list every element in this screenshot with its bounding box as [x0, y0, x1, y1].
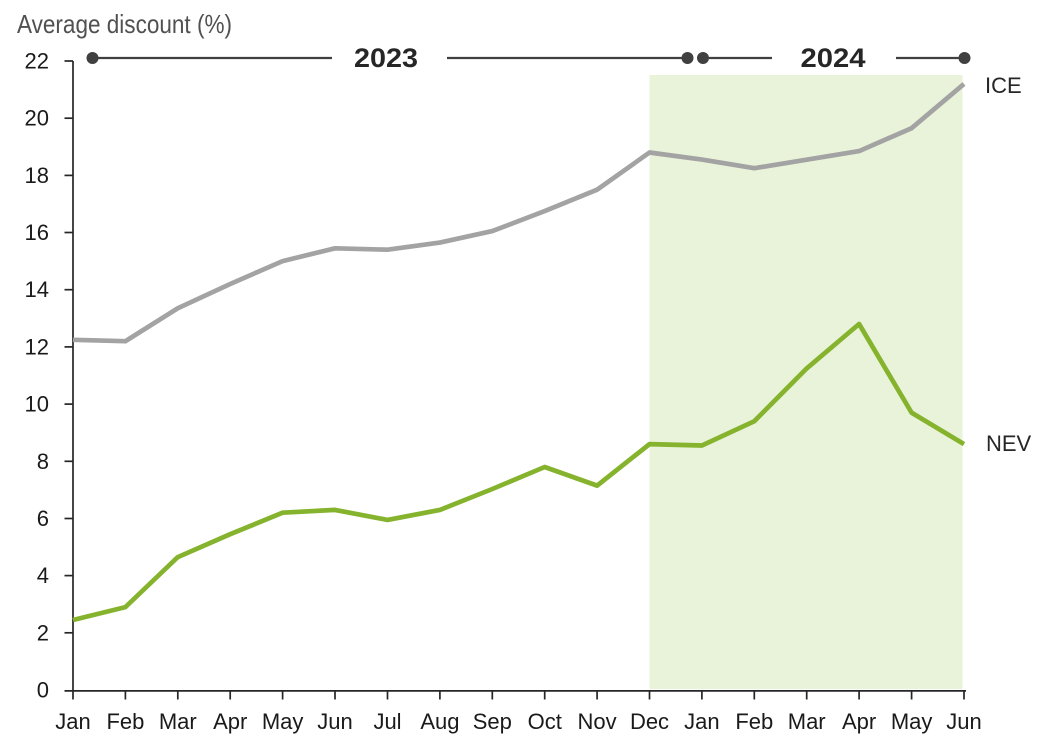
svg-text:14: 14: [25, 277, 49, 302]
svg-text:Nov: Nov: [578, 709, 617, 734]
svg-text:2023: 2023: [354, 43, 418, 73]
svg-text:Mar: Mar: [788, 709, 826, 734]
svg-text:Average discount (%): Average discount (%): [17, 9, 232, 39]
svg-text:Jun: Jun: [946, 709, 981, 734]
svg-text:12: 12: [25, 334, 49, 359]
svg-text:Apr: Apr: [842, 709, 876, 734]
svg-text:NEV: NEV: [986, 431, 1032, 456]
svg-text:20: 20: [25, 106, 49, 131]
svg-text:2: 2: [37, 620, 49, 645]
svg-text:ICE: ICE: [985, 73, 1022, 98]
svg-text:Feb: Feb: [106, 709, 144, 734]
svg-text:6: 6: [37, 506, 49, 531]
svg-text:Sep: Sep: [473, 709, 512, 734]
svg-text:Jan: Jan: [55, 709, 90, 734]
svg-text:Jul: Jul: [373, 709, 401, 734]
svg-text:Jun: Jun: [317, 709, 352, 734]
svg-text:Mar: Mar: [159, 709, 197, 734]
svg-text:8: 8: [37, 449, 49, 474]
svg-text:4: 4: [37, 563, 49, 588]
svg-text:Feb: Feb: [735, 709, 773, 734]
svg-text:May: May: [262, 709, 304, 734]
svg-text:Jan: Jan: [684, 709, 719, 734]
svg-text:Aug: Aug: [420, 709, 459, 734]
svg-text:18: 18: [25, 163, 49, 188]
svg-text:22: 22: [25, 49, 49, 74]
svg-text:Oct: Oct: [528, 709, 562, 734]
svg-text:0: 0: [37, 678, 49, 703]
svg-text:10: 10: [25, 392, 49, 417]
svg-text:Apr: Apr: [213, 709, 247, 734]
svg-text:2024: 2024: [801, 43, 866, 73]
svg-text:Dec: Dec: [630, 709, 669, 734]
svg-text:May: May: [891, 709, 933, 734]
svg-text:16: 16: [25, 220, 49, 245]
